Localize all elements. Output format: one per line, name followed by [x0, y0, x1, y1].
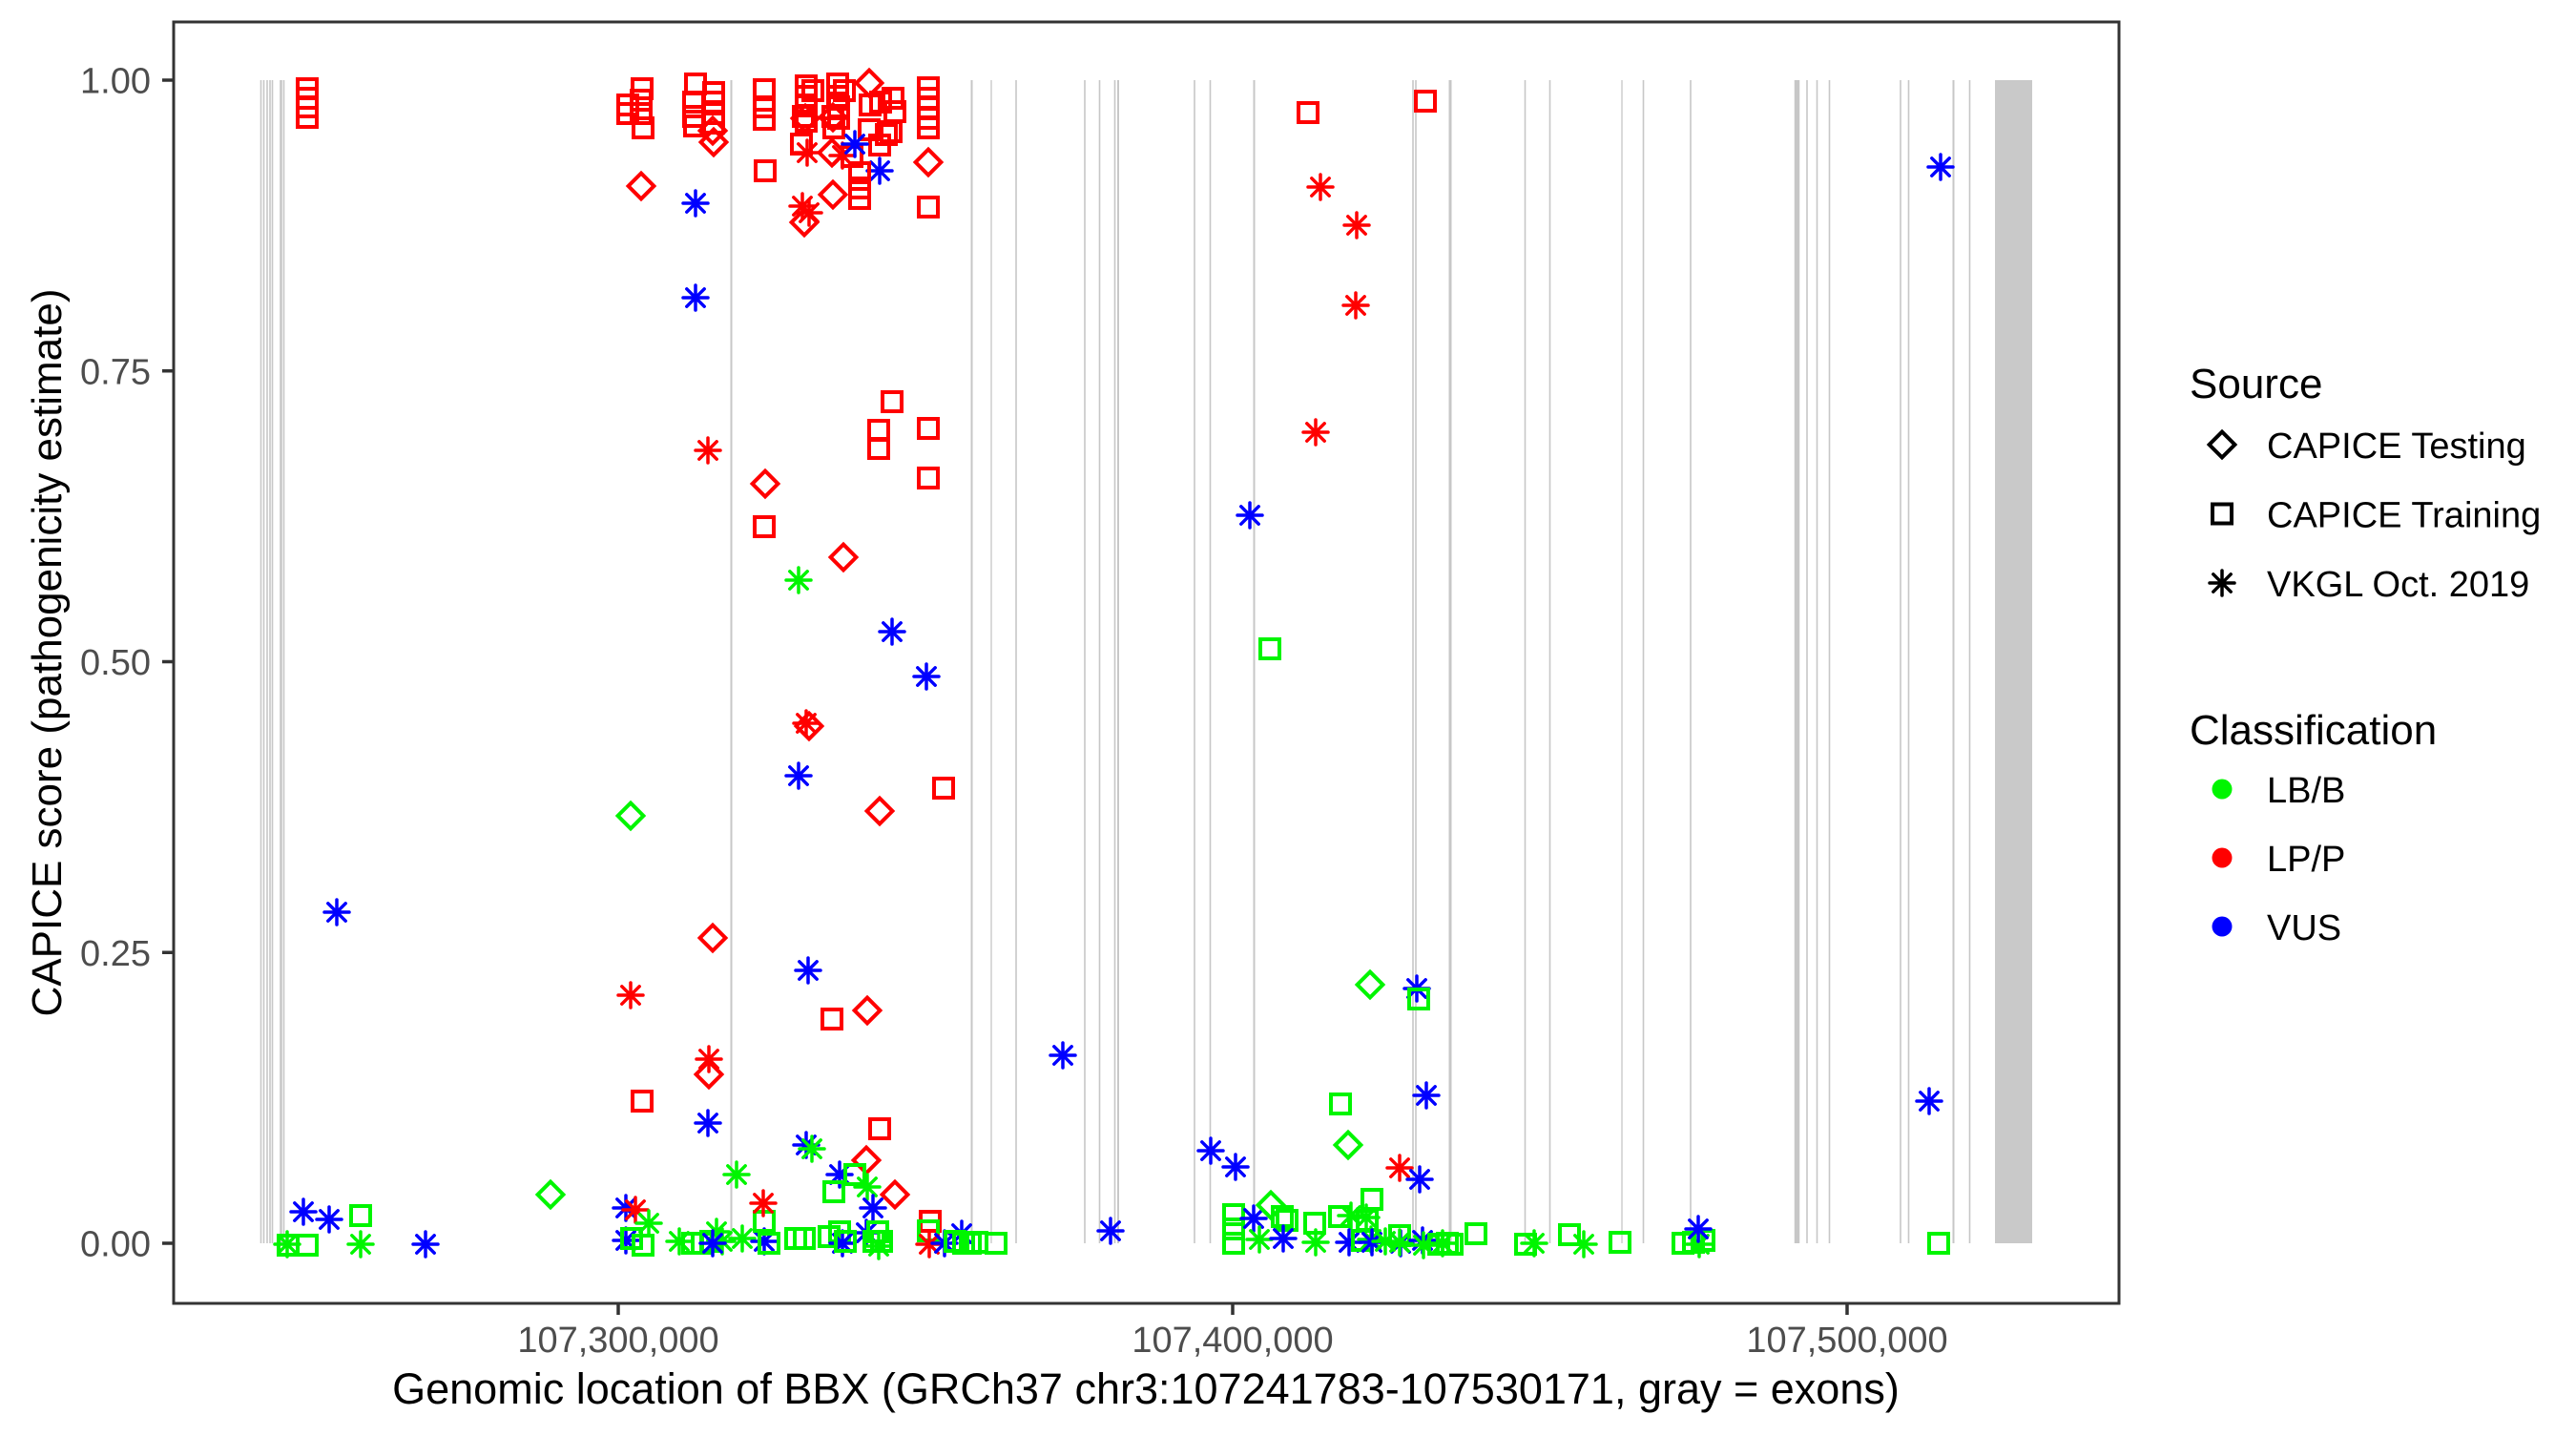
- svg-text:0.25: 0.25: [80, 934, 151, 974]
- svg-text:107,400,000: 107,400,000: [1132, 1321, 1333, 1361]
- svg-text:Classification: Classification: [2190, 707, 2437, 754]
- svg-text:CAPICE score (pathogenicity es: CAPICE score (pathogenicity estimate): [24, 289, 71, 1017]
- svg-text:0.50: 0.50: [80, 643, 151, 683]
- svg-text:0.75: 0.75: [80, 352, 151, 392]
- svg-text:Genomic location of BBX (GRCh3: Genomic location of BBX (GRCh37 chr3:107…: [392, 1364, 1900, 1413]
- svg-text:0.00: 0.00: [80, 1225, 151, 1265]
- svg-text:Source: Source: [2190, 361, 2322, 407]
- svg-text:VUS: VUS: [2267, 908, 2341, 948]
- svg-text:CAPICE Training: CAPICE Training: [2267, 496, 2541, 536]
- svg-text:107,300,000: 107,300,000: [517, 1321, 718, 1361]
- svg-text:VKGL Oct. 2019: VKGL Oct. 2019: [2267, 565, 2529, 605]
- svg-text:1.00: 1.00: [80, 62, 151, 102]
- svg-text:LB/B: LB/B: [2267, 771, 2345, 811]
- svg-text:LP/P: LP/P: [2267, 840, 2345, 880]
- svg-text:107,500,000: 107,500,000: [1746, 1321, 1947, 1361]
- svg-text:CAPICE Testing: CAPICE Testing: [2267, 427, 2526, 467]
